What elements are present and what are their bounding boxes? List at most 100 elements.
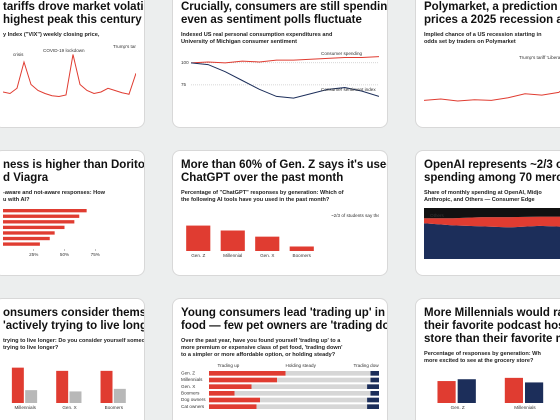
area <box>424 223 560 259</box>
title-line: OpenAI represents ~2/3 of c <box>424 159 560 171</box>
line <box>190 62 380 99</box>
x-tick-label: Millennials <box>14 405 36 410</box>
subtitle-line: more premium or expensive class of pet f… <box>181 345 343 351</box>
x-tick-label: Gen. Z <box>451 405 465 410</box>
x-tick-label: Gen. X <box>62 405 76 410</box>
bar <box>186 225 211 251</box>
bar-segment <box>367 404 379 409</box>
area <box>424 216 560 228</box>
title-line: store than their favorite movie <box>424 333 560 345</box>
bar-segment <box>251 384 368 389</box>
chart: crisis COVID-19 lockdown Trump's tariff an… <box>2 44 144 98</box>
annotation: crisis <box>13 52 24 57</box>
bar <box>504 377 523 403</box>
card-subtitle: Indexed US real personal consumption exp… <box>181 32 379 46</box>
card-subtitle: Over the past year, have you found yours… <box>181 338 379 359</box>
title-line: spending among 70 merchan <box>424 172 560 184</box>
x-tick-label: Boomers <box>293 253 312 258</box>
card: onsumers consider themselves'actively tr… <box>0 298 145 420</box>
row-label: Millennials <box>181 377 203 382</box>
chart: 25% 50% 75% <box>3 209 100 257</box>
card-subtitle: -aware and not-aware responses: How u wit… <box>3 190 136 204</box>
bar-segment <box>260 397 368 403</box>
annotation: Trump's tariff announcement <box>113 44 136 49</box>
title-line: d Viagra <box>3 172 49 184</box>
title-line: food — few pet owners are 'trading down' <box>181 320 388 332</box>
title-line: even as sentiment polls fluctuate <box>181 14 362 26</box>
x-tick-label: 75% <box>91 252 100 257</box>
bar <box>56 370 69 403</box>
title-line: Crucially, consumers are still spending, <box>181 1 388 13</box>
row-label: Gen. X <box>181 384 195 389</box>
bar-segment <box>209 404 257 409</box>
card-subtitle: Implied chance of a US recession startin… <box>424 32 560 46</box>
line <box>423 90 560 102</box>
y-tick-label: 75 <box>181 82 187 87</box>
card: OpenAI represents ~2/3 of cspending amon… <box>415 150 560 276</box>
subtitle-line: -aware and not-aware responses: How <box>3 190 105 196</box>
bar-segment <box>370 377 379 383</box>
subtitle-line: trying to live longer? <box>3 345 59 351</box>
bar <box>100 370 113 403</box>
x-tick-label: Gen. Z <box>191 253 205 258</box>
card: More than 60% of Gen. Z says it's used Ch… <box>172 150 388 276</box>
title-line: 'actively trying to live longer' <box>3 320 145 332</box>
bar <box>220 230 245 251</box>
row-label: Boomers <box>181 391 200 396</box>
card-title: Polymarket, a prediction markprices a 20… <box>424 1 560 27</box>
y-tick-label: 100 <box>181 60 189 65</box>
row-label: Dog owners <box>181 397 206 402</box>
bar-segment <box>367 397 379 403</box>
bar-segment <box>209 384 252 389</box>
subtitle-line: u with AI? <box>3 197 30 203</box>
annotation: Others <box>430 213 444 218</box>
chart: Trading up Holding steady Trading down Gen.… <box>181 363 382 409</box>
card: Young consumers lead 'trading up' in pet… <box>172 298 388 420</box>
bar <box>457 379 476 403</box>
bar-segment <box>234 391 371 396</box>
subtitle-line: Implied chance of a US recession startin… <box>424 32 542 38</box>
card-title: ness is higher than Doritos, d Viagra <box>3 159 145 185</box>
bar-segment <box>285 371 371 376</box>
chart: Trump's tariff 'Liberation Day' <box>423 55 560 102</box>
line <box>190 56 380 64</box>
title-line: prices a 2025 recession at ~2 <box>424 14 560 26</box>
row-label: Cat owners <box>181 404 205 409</box>
bar-segment <box>209 371 286 376</box>
subtitle-line: Percentage of responses by generation: W… <box>424 351 541 357</box>
title-line: tariffs drove market volatility to <box>3 1 144 13</box>
title-line: ness is higher than Doritos, <box>3 159 145 171</box>
annotation: Trump's tariff 'Liberation Day' <box>519 55 560 60</box>
legend-header: Trading up <box>218 363 240 368</box>
bar <box>525 382 544 403</box>
x-tick-label: Boomers <box>105 405 124 410</box>
subtitle-line: Over the past year, have you found yours… <box>181 338 341 344</box>
bar <box>3 220 75 224</box>
subtitle-line: to a simpler or more affordable option, … <box>181 352 336 358</box>
annotation: Consumer spending <box>321 51 363 56</box>
bar <box>3 242 40 246</box>
bar-segment <box>209 391 235 396</box>
card-title: Crucially, consumers are still spending,… <box>181 1 388 27</box>
title-line: ChatGPT over the past month <box>181 172 344 184</box>
card-subtitle: Percentage of "ChatGPT" responses by gen… <box>181 190 379 204</box>
chart: 100 75 Consumer spending Consumer sentiment… <box>181 51 380 99</box>
bar <box>69 391 82 403</box>
subtitle-line: Percentage of "ChatGPT" responses by gen… <box>181 190 344 196</box>
card-title: tariffs drove market volatility tohighes… <box>3 1 144 27</box>
bar-segment <box>370 391 379 396</box>
x-tick-label: 50% <box>60 252 69 257</box>
card-subtitle: Share of monthly spending at OpenAI, Mid… <box>424 190 560 204</box>
card-title: onsumers consider themselves'actively tr… <box>3 307 145 333</box>
row-label: Gen. Z <box>181 371 195 376</box>
bar <box>3 236 50 241</box>
x-tick-label: Millennial <box>223 253 242 258</box>
card: Crucially, consumers are still spending,… <box>172 0 388 128</box>
card-title: More Millennials would rathertheir favor… <box>424 307 560 346</box>
x-tick-label: Gen. X <box>260 253 274 258</box>
bar <box>3 225 65 230</box>
annotation: COVID-19 lockdown <box>43 48 85 53</box>
chart: Others <box>424 208 560 259</box>
